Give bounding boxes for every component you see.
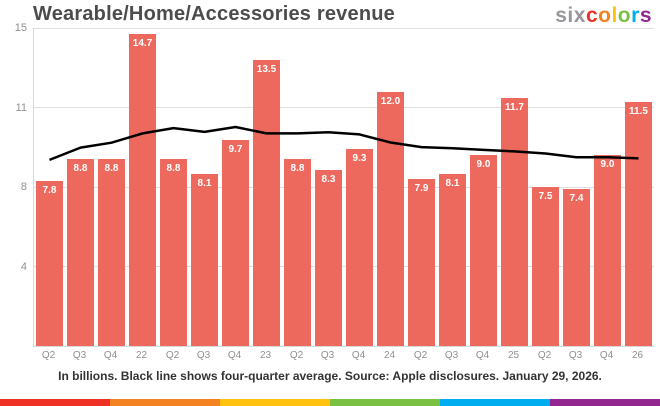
bar	[222, 140, 249, 346]
bar-value-label: 12.0	[380, 95, 401, 107]
bar-value-label: 8.1	[445, 178, 460, 190]
bar-value-label: 7.5	[538, 191, 553, 202]
x-axis-tick-label: 22	[135, 350, 148, 361]
x-axis-tick-label: 26	[631, 350, 644, 361]
stripe-segment	[440, 399, 550, 406]
bar	[377, 91, 404, 346]
bar-value-label: 11.7	[505, 101, 524, 113]
x-axis-tick-label: 24	[383, 350, 396, 361]
bar	[36, 180, 63, 346]
bar	[625, 102, 652, 346]
bar-value-label: 8.3	[321, 174, 336, 186]
stripe-segment	[0, 399, 110, 406]
bar	[253, 59, 280, 346]
bar	[315, 170, 342, 346]
x-axis-tick-label: Q3	[196, 350, 211, 361]
bar-value-label: 8.8	[166, 163, 181, 175]
stripe-segment	[110, 399, 220, 406]
gridline	[34, 107, 654, 108]
x-axis-tick-label: Q3	[320, 350, 335, 361]
x-axis-tick-label: Q4	[351, 350, 366, 361]
logo-letter: r	[631, 4, 640, 27]
bar-value-label: 8.8	[104, 163, 119, 175]
bar-value-label: 11.5	[629, 106, 648, 118]
bar-value-label: 9.0	[600, 159, 615, 171]
bar-value-label: 8.1	[197, 178, 212, 190]
bar-value-label: 7.4	[569, 193, 584, 205]
bar	[129, 34, 156, 346]
x-axis-tick-label: 25	[507, 350, 520, 361]
bar	[160, 159, 187, 346]
x-axis-tick-label: Q3	[568, 350, 583, 361]
bar-value-label: 7.9	[414, 182, 429, 194]
bar-value-label: 7.8	[42, 184, 57, 196]
x-axis-tick-label: Q4	[475, 350, 490, 361]
x-axis-tick-label: Q2	[289, 350, 304, 361]
x-axis-tick-label: Q4	[599, 350, 614, 361]
y-axis-tick-label: 11	[15, 101, 27, 114]
bar	[594, 155, 621, 346]
bar-value-label: 9.3	[352, 152, 367, 164]
gridline	[34, 266, 654, 267]
bar-value-label: 8.8	[290, 163, 305, 175]
bar	[284, 159, 311, 346]
chart-caption: In billions. Black line shows four-quart…	[58, 369, 602, 383]
logo-letter: o	[598, 4, 612, 27]
gridline	[34, 186, 654, 188]
bar	[563, 189, 590, 346]
stripe-segment	[220, 399, 330, 406]
x-axis-tick-label: 23	[259, 350, 272, 361]
sixcolors-stripe	[0, 399, 660, 406]
bar	[67, 159, 94, 346]
bar	[408, 178, 435, 346]
bar	[191, 174, 218, 346]
y-axis-tick-label: 4	[20, 260, 27, 273]
bar-value-label: 9.0	[476, 159, 491, 171]
bar-value-label: 9.7	[228, 144, 243, 156]
y-axis-tick-label: 8	[20, 181, 27, 193]
logo-six-text: six	[555, 4, 586, 27]
bar	[470, 155, 497, 346]
logo-colors-text: colors	[586, 4, 652, 27]
x-axis-tick-label: Q2	[41, 350, 56, 361]
bar-value-label: 14.7	[132, 38, 153, 50]
sixcolors-logo: sixcolors	[555, 4, 652, 28]
logo-letter: l	[611, 4, 618, 27]
stripe-segment	[330, 399, 440, 406]
bar	[501, 97, 528, 346]
bar	[532, 187, 559, 346]
bar	[98, 159, 125, 346]
x-axis: Q2 Q3 Q4 22 Q2 Q3 Q4 23 Q2 Q3 Q4 24 Q2 Q3 Q4 25 Q2 Q3 Q4 26	[33, 350, 653, 364]
chart-title: Wearable/Home/Accessories revenue	[33, 3, 395, 25]
bar-value-label: 8.8	[73, 163, 88, 175]
x-axis-tick-label: Q3	[72, 350, 87, 361]
x-axis-tick-label: Q2	[165, 350, 180, 361]
x-axis-tick-label: Q3	[444, 350, 459, 361]
bar-value-label: 13.5	[256, 63, 277, 75]
x-axis-tick-label: Q2	[413, 350, 428, 361]
bar	[346, 148, 373, 346]
x-axis-tick-label: Q4	[103, 350, 118, 361]
y-axis-tick-label: 15	[14, 22, 27, 34]
y-axis: 4 8 11 15	[0, 22, 29, 346]
logo-letter: s	[639, 4, 652, 27]
plot-area: 7.8 8.8 8.8 14.7 8.8 8.1 9.7 13.5 8.8 8.3 9.3 12.0 7…	[33, 27, 654, 347]
gridline	[34, 27, 654, 29]
bar	[439, 174, 466, 346]
logo-letter: c	[585, 4, 599, 27]
x-axis-tick-label: Q4	[227, 350, 242, 361]
x-axis-tick-label: Q2	[537, 350, 552, 361]
logo-letter: o	[617, 4, 632, 27]
stripe-segment	[550, 399, 660, 406]
